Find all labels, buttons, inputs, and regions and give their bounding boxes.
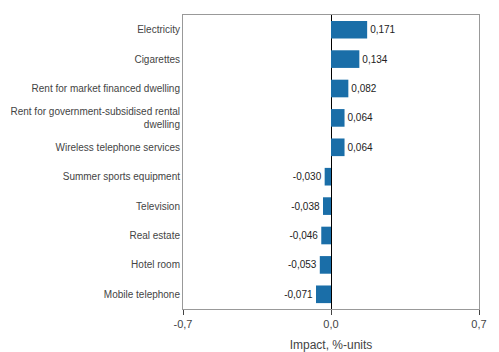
svg-text:Mobile telephone: Mobile telephone [104,289,181,300]
svg-text:Real estate: Real estate [129,230,180,241]
svg-text:Summer sports equipment: Summer sports equipment [63,171,180,182]
svg-text:-0,071: -0,071 [284,289,313,300]
svg-text:-0,053: -0,053 [288,259,317,270]
svg-text:Cigarettes: Cigarettes [134,54,180,65]
svg-text:-0,038: -0,038 [291,201,320,212]
svg-text:0,171: 0,171 [370,24,395,35]
svg-text:0,082: 0,082 [351,83,376,94]
svg-text:Rent for government-subsidised: Rent for government-subsidised rentaldwe… [10,106,180,130]
svg-text:Television: Television [136,201,180,212]
svg-text:-0,046: -0,046 [289,230,318,241]
svg-text:Wireless telephone services: Wireless telephone services [56,142,181,153]
svg-text:Impact, %-units: Impact, %-units [290,338,373,352]
svg-text:-0,7: -0,7 [174,318,193,330]
svg-text:Rent for market financed dwell: Rent for market financed dwelling [32,83,180,94]
svg-text:Electricity: Electricity [137,24,180,35]
svg-text:0,064: 0,064 [348,112,373,123]
svg-text:Hotel room: Hotel room [131,259,180,270]
svg-text:0,7: 0,7 [471,318,486,330]
svg-text:-0,030: -0,030 [293,171,322,182]
svg-text:0,134: 0,134 [362,54,387,65]
svg-text:0,0: 0,0 [323,318,338,330]
svg-text:0,064: 0,064 [348,142,373,153]
